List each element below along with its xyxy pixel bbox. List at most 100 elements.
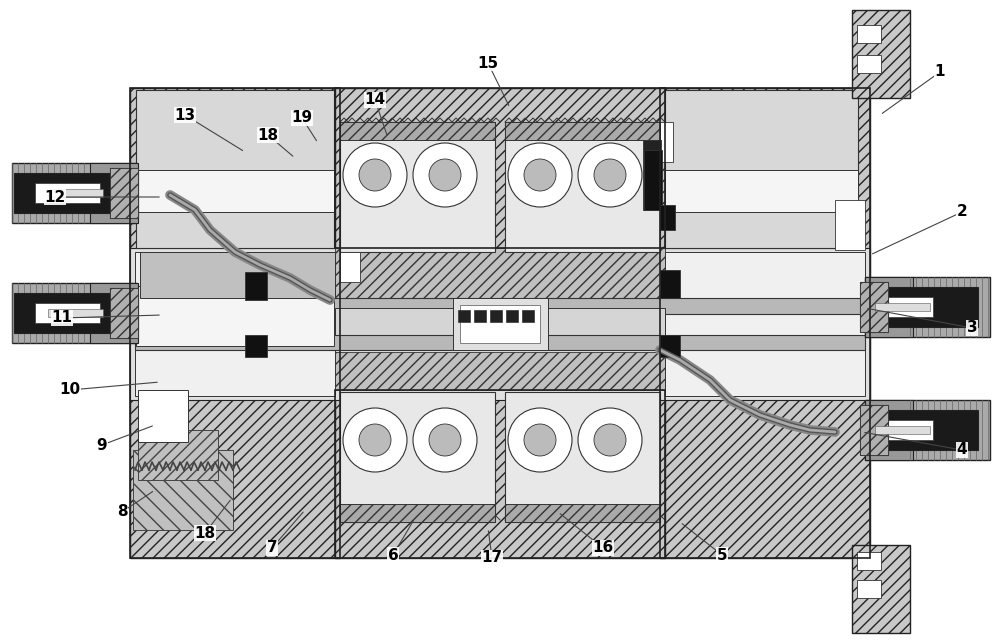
Bar: [857, 552, 881, 570]
Bar: [860, 282, 888, 332]
Text: 15: 15: [477, 55, 499, 71]
Bar: [340, 122, 495, 140]
Text: 2: 2: [957, 204, 967, 219]
Circle shape: [343, 408, 407, 472]
Bar: [505, 122, 660, 252]
Bar: [14, 173, 124, 213]
Bar: [865, 277, 913, 337]
Text: 10: 10: [59, 383, 81, 397]
Bar: [12, 163, 137, 223]
Bar: [835, 200, 865, 250]
Text: 5: 5: [717, 547, 727, 563]
Bar: [660, 270, 680, 298]
Circle shape: [594, 424, 626, 456]
Text: 3: 3: [967, 320, 977, 336]
Circle shape: [413, 143, 477, 207]
Bar: [90, 283, 138, 343]
Bar: [865, 400, 913, 460]
Bar: [658, 122, 673, 162]
Text: 8: 8: [117, 505, 127, 520]
Bar: [660, 88, 870, 558]
Bar: [458, 310, 470, 322]
Bar: [860, 405, 888, 455]
Bar: [136, 286, 334, 346]
Bar: [130, 88, 340, 558]
Bar: [875, 303, 930, 311]
Bar: [90, 163, 138, 223]
Bar: [868, 287, 978, 327]
Bar: [133, 450, 233, 530]
Bar: [490, 310, 502, 322]
Bar: [860, 282, 888, 332]
Bar: [643, 140, 661, 210]
Bar: [460, 305, 540, 343]
Bar: [868, 410, 978, 450]
Text: 16: 16: [592, 541, 614, 556]
Text: 18: 18: [257, 127, 279, 143]
Bar: [857, 580, 881, 598]
Bar: [665, 252, 865, 396]
Bar: [453, 298, 548, 350]
Bar: [665, 170, 858, 212]
Bar: [505, 504, 660, 522]
Circle shape: [508, 408, 572, 472]
Bar: [335, 352, 665, 390]
Text: 14: 14: [364, 93, 386, 107]
Bar: [644, 150, 662, 210]
Circle shape: [508, 143, 572, 207]
Bar: [135, 335, 865, 350]
Circle shape: [524, 424, 556, 456]
Bar: [138, 430, 218, 480]
Bar: [875, 426, 930, 434]
Bar: [335, 308, 665, 340]
Circle shape: [578, 143, 642, 207]
Circle shape: [594, 159, 626, 191]
Bar: [48, 189, 103, 197]
Bar: [340, 392, 495, 522]
Bar: [865, 400, 990, 460]
Circle shape: [429, 424, 461, 456]
Bar: [340, 252, 360, 282]
Bar: [660, 335, 680, 357]
Bar: [135, 298, 865, 314]
Bar: [505, 392, 660, 522]
Text: 18: 18: [194, 525, 216, 541]
Text: 13: 13: [174, 107, 196, 123]
Bar: [335, 88, 665, 248]
Text: 1: 1: [935, 64, 945, 80]
Bar: [660, 205, 675, 230]
Bar: [245, 272, 267, 300]
Bar: [140, 252, 335, 298]
Bar: [48, 309, 103, 317]
Bar: [35, 303, 100, 323]
Text: 12: 12: [44, 190, 66, 204]
Bar: [130, 88, 340, 558]
Bar: [35, 183, 100, 203]
Bar: [110, 168, 138, 218]
Bar: [136, 170, 334, 212]
Bar: [110, 288, 138, 338]
Bar: [110, 288, 138, 338]
Bar: [506, 310, 518, 322]
Text: 4: 4: [957, 442, 967, 458]
Circle shape: [413, 408, 477, 472]
Bar: [865, 277, 990, 337]
Bar: [340, 504, 495, 522]
Bar: [665, 90, 858, 248]
Bar: [335, 248, 665, 298]
Bar: [522, 310, 534, 322]
Circle shape: [524, 159, 556, 191]
Bar: [110, 168, 138, 218]
Bar: [130, 248, 870, 400]
Text: 19: 19: [291, 111, 313, 125]
Bar: [335, 390, 665, 558]
Text: 6: 6: [388, 547, 398, 563]
Bar: [852, 10, 910, 98]
Text: 7: 7: [267, 541, 277, 556]
Circle shape: [359, 424, 391, 456]
Circle shape: [343, 143, 407, 207]
Text: 9: 9: [97, 437, 107, 453]
Bar: [138, 390, 188, 442]
Bar: [340, 122, 495, 252]
Bar: [857, 55, 881, 73]
